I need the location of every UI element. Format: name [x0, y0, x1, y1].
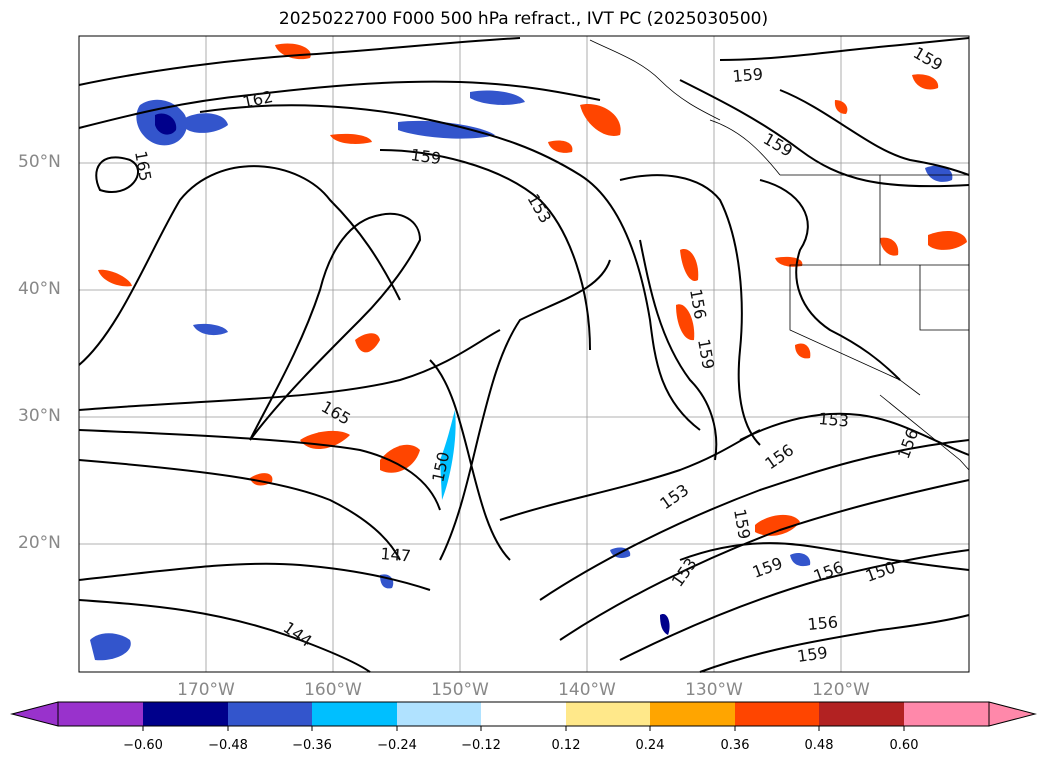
colorbar-segment: [566, 702, 651, 726]
colorbar-tick-label: −0.24: [377, 738, 417, 753]
colorbar-tick-label: −0.60: [123, 738, 163, 753]
contour-label: 159: [409, 145, 442, 168]
contour-label: 159: [732, 64, 764, 86]
lon-label-130w: 130°W: [685, 680, 743, 700]
colorbar-segment: [735, 702, 820, 726]
contour-label: 156: [807, 612, 839, 634]
colorbar-segment: [904, 702, 989, 726]
map-title: 2025022700 F000 500 hPa refract., IVT PC…: [278, 9, 769, 29]
colorbar-outline: [57, 701, 990, 727]
colorbar-segment: [58, 702, 143, 726]
contour-label: 159: [796, 643, 829, 666]
colorbar-tick-label: 0.24: [635, 738, 665, 753]
contour-label: 147: [380, 544, 412, 566]
lat-label-20n: 20°N: [18, 533, 61, 553]
colorbar-segment: [312, 702, 397, 726]
contour-label: 153: [818, 409, 850, 431]
colorbar-extend-max: [988, 701, 1037, 727]
lon-label-160w: 160°W: [304, 680, 362, 700]
colorbar-tick-label: −0.12: [461, 738, 501, 753]
colorbar-segment: [819, 702, 904, 726]
lat-label-50n: 50°N: [18, 152, 61, 172]
lon-label-170w: 170°W: [177, 680, 235, 700]
colorbar-segment: [228, 702, 313, 726]
colorbar: [10, 701, 1037, 731]
contour-lines: [78, 37, 970, 673]
colorbar-tick-label: 0.12: [551, 738, 581, 753]
colorbar-segment: [650, 702, 735, 726]
colorbar-tick-label: 0.60: [889, 738, 919, 753]
colorbar-tick-label: −0.36: [292, 738, 332, 753]
colorbar-segment: [397, 702, 482, 726]
colorbar-tick-label: −0.48: [208, 738, 248, 753]
lon-label-140w: 140°W: [558, 680, 616, 700]
lon-label-120w: 120°W: [812, 680, 870, 700]
map-frame-border: [78, 35, 970, 673]
colorbar-extend-min: [10, 701, 59, 727]
lat-label-40n: 40°N: [18, 279, 61, 299]
colorbar-tick-label: 0.36: [720, 738, 750, 753]
lon-label-150w: 150°W: [431, 680, 489, 700]
colorbar-segment: [481, 702, 566, 726]
colorbar-segment: [143, 702, 228, 726]
colorbar-tick-label: 0.48: [804, 738, 834, 753]
lat-label-30n: 30°N: [18, 406, 61, 426]
map-frame-bg: [79, 36, 969, 672]
coastlines: [589, 39, 970, 471]
